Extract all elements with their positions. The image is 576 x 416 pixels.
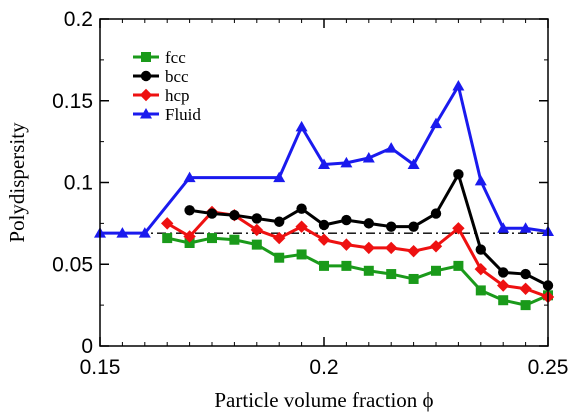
data-point-fcc	[162, 233, 173, 244]
data-point-bcc	[229, 210, 240, 221]
data-point-fluid	[138, 227, 151, 238]
data-point-fcc	[296, 249, 307, 260]
legend-label: hcp	[165, 86, 190, 105]
data-point-hcp	[452, 222, 465, 235]
data-point-fcc	[386, 269, 397, 280]
series-hcp	[161, 205, 555, 304]
data-point-bcc	[274, 216, 285, 227]
data-point-hcp	[317, 233, 331, 246]
data-point-fluid	[430, 117, 442, 129]
series-fluid	[94, 80, 554, 238]
data-point-hcp	[429, 240, 443, 253]
data-point-fluid	[295, 120, 308, 132]
data-point-fluid	[519, 222, 532, 233]
data-point-bcc	[318, 219, 330, 231]
series-line-fcc	[166, 236, 549, 307]
x-axis-title: Particle volume fraction ϕ	[214, 388, 433, 412]
data-point-bcc	[363, 218, 374, 229]
data-point-hcp	[161, 217, 174, 230]
data-point-fluid	[273, 171, 286, 183]
data-point-bcc	[520, 268, 531, 280]
x-tick-label: 0.15	[80, 356, 121, 379]
data-point-fcc	[229, 234, 240, 245]
data-point-hcp	[407, 244, 420, 258]
data-point-bcc	[341, 214, 352, 226]
data-point-bcc	[430, 208, 442, 219]
legend-marker-hcp	[139, 88, 153, 102]
data-point-fcc	[341, 260, 352, 271]
data-point-fcc	[408, 273, 419, 284]
data-point-fcc	[274, 252, 285, 263]
data-point-fcc	[453, 260, 464, 271]
y-tick-label: 0	[81, 335, 93, 358]
legend-item-bcc: bcc	[133, 67, 189, 86]
data-point-fcc	[251, 239, 262, 250]
data-point-bcc	[408, 221, 419, 232]
legend-marker-fcc	[141, 52, 151, 62]
data-point-hcp	[273, 231, 286, 245]
plot-content	[94, 80, 555, 311]
data-point-hcp	[295, 220, 308, 233]
legend-label: fcc	[165, 48, 186, 67]
data-point-fluid	[116, 227, 129, 238]
data-point-bcc	[498, 267, 509, 278]
data-point-fluid	[474, 174, 487, 186]
legend-marker-fluid	[140, 108, 152, 119]
data-point-bcc	[475, 244, 486, 255]
data-point-fcc	[520, 300, 531, 311]
data-point-bcc	[386, 221, 397, 232]
legend-item-fluid: Fluid	[133, 105, 201, 124]
data-point-bcc	[184, 205, 195, 216]
x-tick-label: 0.25	[528, 356, 569, 379]
data-point-fcc	[475, 285, 486, 296]
data-point-fluid	[452, 80, 465, 91]
data-point-bcc	[251, 213, 262, 224]
axes: 0.15 0.2 0.25 0 0.05 0.1 0.15 0.2	[52, 8, 568, 379]
y-tick-label: 0.15	[52, 90, 93, 113]
data-point-hcp	[519, 282, 532, 295]
legend-item-fcc: fcc	[133, 48, 186, 67]
data-point-fluid	[497, 222, 510, 233]
data-point-hcp	[362, 241, 375, 255]
data-point-fcc	[431, 265, 441, 276]
series-fcc	[162, 233, 553, 311]
data-point-bcc	[296, 203, 307, 214]
series-bcc	[184, 169, 554, 291]
data-point-fcc	[319, 260, 329, 271]
data-point-hcp	[250, 223, 263, 237]
data-point-fluid	[385, 142, 398, 153]
y-tick-label: 0.2	[64, 8, 93, 31]
data-point-fcc	[498, 295, 509, 306]
legend-item-hcp: hcp	[133, 86, 190, 105]
data-point-fcc	[207, 233, 217, 244]
series-line-hcp	[166, 210, 549, 299]
data-point-fluid	[407, 158, 420, 170]
data-point-fluid	[183, 171, 196, 183]
data-point-hcp	[340, 238, 353, 251]
y-tick-label: 0.1	[64, 172, 93, 195]
data-point-fluid	[318, 158, 330, 170]
data-point-fcc	[184, 237, 195, 248]
data-point-hcp	[474, 262, 487, 276]
data-point-fluid	[362, 151, 375, 163]
data-point-hcp	[385, 241, 398, 255]
legend-marker-bcc	[140, 70, 152, 82]
y-axis-title: Polydispersity	[5, 122, 29, 243]
data-point-fluid	[340, 156, 353, 168]
data-point-hcp	[497, 279, 510, 292]
legend-label: bcc	[165, 67, 189, 86]
y-tick-label: 0.05	[52, 253, 93, 276]
data-point-hcp	[183, 230, 196, 243]
x-tick-label: 0.2	[309, 356, 338, 379]
data-point-bcc	[453, 169, 464, 180]
data-point-fcc	[363, 265, 374, 276]
legend-label: Fluid	[165, 105, 201, 124]
data-point-bcc	[206, 208, 218, 219]
